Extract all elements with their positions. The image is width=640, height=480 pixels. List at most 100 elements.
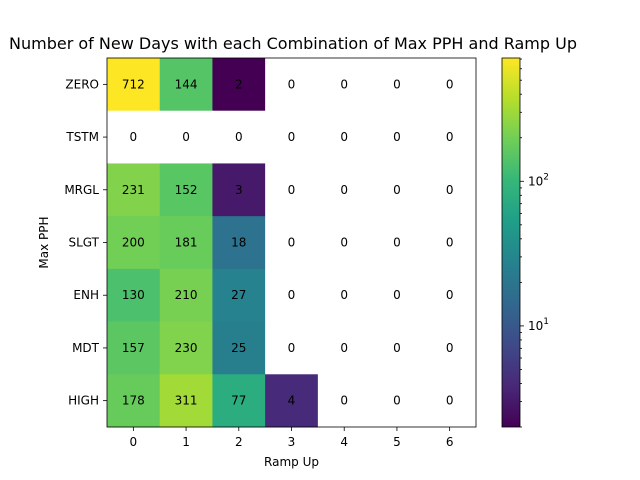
heatmap-cell [370, 268, 424, 322]
cell-value-label: 0 [393, 288, 401, 302]
colorbar-tick-label: 102 [528, 172, 549, 188]
heatmap-cell [107, 216, 161, 270]
cell-value-label: 231 [122, 183, 145, 197]
heatmap-cell [107, 163, 161, 217]
heatmap-cell [317, 321, 371, 375]
cell-value-label: 0 [130, 130, 138, 144]
cell-value-label: 0 [182, 130, 190, 144]
y-tick-label: MRGL [64, 183, 99, 197]
cell-value-label: 0 [288, 341, 296, 355]
cell-value-label: 0 [340, 236, 348, 250]
heatmap-cells [107, 58, 477, 428]
heatmap-cell [317, 268, 371, 322]
cell-value-label: 0 [288, 288, 296, 302]
heatmap-cell [370, 216, 424, 270]
cell-value-label: 4 [288, 394, 296, 408]
heatmap-cell [159, 374, 213, 428]
cell-value-label: 0 [393, 77, 401, 91]
heatmap-cell [265, 216, 319, 270]
colorbar: 101 102 [501, 57, 549, 428]
cell-value-label: 2 [235, 77, 243, 91]
colorbar-frame [501, 57, 521, 428]
cell-value-label: 0 [393, 236, 401, 250]
cell-value-label: 0 [446, 341, 454, 355]
cell-value-label: 130 [122, 288, 145, 302]
heatmap-cell [423, 163, 477, 217]
y-tick-label: HIGH [68, 394, 99, 408]
cell-value-label: 181 [175, 236, 198, 250]
cell-value-label: 0 [288, 130, 296, 144]
heatmap-cell [265, 268, 319, 322]
colorbar-tick-label: 101 [528, 317, 549, 333]
heatmap-cell [370, 321, 424, 375]
x-axis-ticks: 0 1 2 3 4 5 6 [130, 427, 453, 449]
cell-value-label: 0 [393, 394, 401, 408]
heatmap-cell [159, 58, 213, 112]
heatmap-cell [423, 216, 477, 270]
cell-value-label: 0 [340, 183, 348, 197]
cell-value-label: 0 [288, 183, 296, 197]
heatmap-cell [423, 268, 477, 322]
heatmap-cell [107, 374, 161, 428]
heatmap-cell [265, 110, 319, 164]
heatmap-cell [423, 374, 477, 428]
cell-value-label: 77 [231, 394, 246, 408]
heatmap-cell [317, 110, 371, 164]
x-tick-label: 1 [182, 435, 190, 449]
heatmap-cell [370, 374, 424, 428]
heatmap-cell [265, 163, 319, 217]
y-tick-label: MDT [72, 341, 100, 355]
cell-value-label: 0 [235, 130, 243, 144]
cell-value-label: 712 [122, 77, 145, 91]
heatmap-cell [159, 163, 213, 217]
heatmap-cell [317, 374, 371, 428]
cell-value-label: 0 [288, 77, 296, 91]
chart-title: Number of New Days with each Combination… [9, 34, 577, 53]
heatmap-cell [317, 216, 371, 270]
colorbar-ticks: 101 102 [520, 58, 549, 428]
heatmap-cell [370, 163, 424, 217]
heatmap-cell [370, 58, 424, 112]
cell-value-label: 210 [175, 288, 198, 302]
x-tick-label: 3 [288, 435, 296, 449]
cell-value-label: 0 [446, 288, 454, 302]
cell-value-label: 0 [446, 394, 454, 408]
cell-value-label: 144 [175, 77, 198, 91]
x-tick-label: 0 [130, 435, 138, 449]
cell-value-label: 0 [340, 288, 348, 302]
heatmap-cell [107, 321, 161, 375]
heatmap-cell [317, 163, 371, 217]
heatmap-cell [265, 374, 319, 428]
heatmap-cell [107, 268, 161, 322]
cell-value-label: 0 [446, 236, 454, 250]
cell-value-label: 0 [340, 394, 348, 408]
cell-value-label: 230 [175, 341, 198, 355]
heatmap-cell [212, 268, 266, 322]
cell-value-label: 0 [340, 77, 348, 91]
cell-value-label: 27 [231, 288, 246, 302]
x-tick-label: 2 [235, 435, 243, 449]
heatmap-cell [212, 374, 266, 428]
heatmap-cell [370, 110, 424, 164]
heatmap-cell [212, 321, 266, 375]
colorbar-gradient [502, 58, 520, 427]
x-tick-label: 4 [340, 435, 348, 449]
heatmap-cell [159, 216, 213, 270]
y-tick-label: TSTM [65, 130, 99, 144]
y-tick-label: ZERO [65, 77, 99, 91]
heatmap-cell [423, 58, 477, 112]
heatmap-cell [423, 321, 477, 375]
y-tick-label: SLGT [68, 236, 99, 250]
heatmap-cell [212, 110, 266, 164]
cell-value-label: 152 [175, 183, 198, 197]
y-axis-label: Max PPH [37, 216, 51, 268]
heatmap-cell [265, 58, 319, 112]
cell-value-label: 157 [122, 341, 145, 355]
heatmap-cell [159, 110, 213, 164]
heatmap-cell [317, 58, 371, 112]
cell-value-label: 0 [393, 130, 401, 144]
cell-value-label: 178 [122, 394, 145, 408]
cell-value-label: 0 [446, 77, 454, 91]
